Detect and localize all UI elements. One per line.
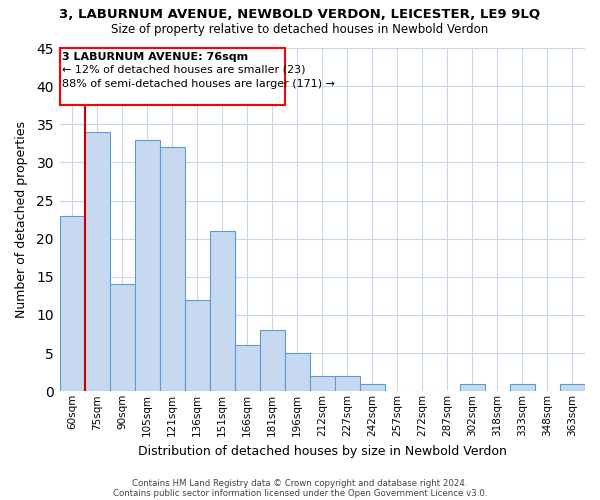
Bar [260,330,285,392]
Bar [110,284,134,392]
Text: Contains public sector information licensed under the Open Government Licence v3: Contains public sector information licen… [113,488,487,498]
Bar [560,384,585,392]
X-axis label: Distribution of detached houses by size in Newbold Verdon: Distribution of detached houses by size … [138,444,506,458]
FancyBboxPatch shape [59,48,285,105]
Text: Size of property relative to detached houses in Newbold Verdon: Size of property relative to detached ho… [112,22,488,36]
Bar [285,353,310,392]
Bar [85,132,110,392]
Text: 88% of semi-detached houses are larger (171) →: 88% of semi-detached houses are larger (… [62,78,335,88]
Bar [510,384,535,392]
Bar [235,346,260,392]
Bar [185,300,209,392]
Bar [160,147,185,392]
Bar [360,384,385,392]
Text: 3, LABURNUM AVENUE, NEWBOLD VERDON, LEICESTER, LE9 9LQ: 3, LABURNUM AVENUE, NEWBOLD VERDON, LEIC… [59,8,541,20]
Bar [209,231,235,392]
Bar [310,376,335,392]
Text: ← 12% of detached houses are smaller (23): ← 12% of detached houses are smaller (23… [62,65,305,75]
Bar [59,216,85,392]
Bar [134,140,160,392]
Text: 3 LABURNUM AVENUE: 76sqm: 3 LABURNUM AVENUE: 76sqm [62,52,248,62]
Y-axis label: Number of detached properties: Number of detached properties [15,121,28,318]
Text: Contains HM Land Registry data © Crown copyright and database right 2024.: Contains HM Land Registry data © Crown c… [132,478,468,488]
Bar [460,384,485,392]
Bar [335,376,360,392]
